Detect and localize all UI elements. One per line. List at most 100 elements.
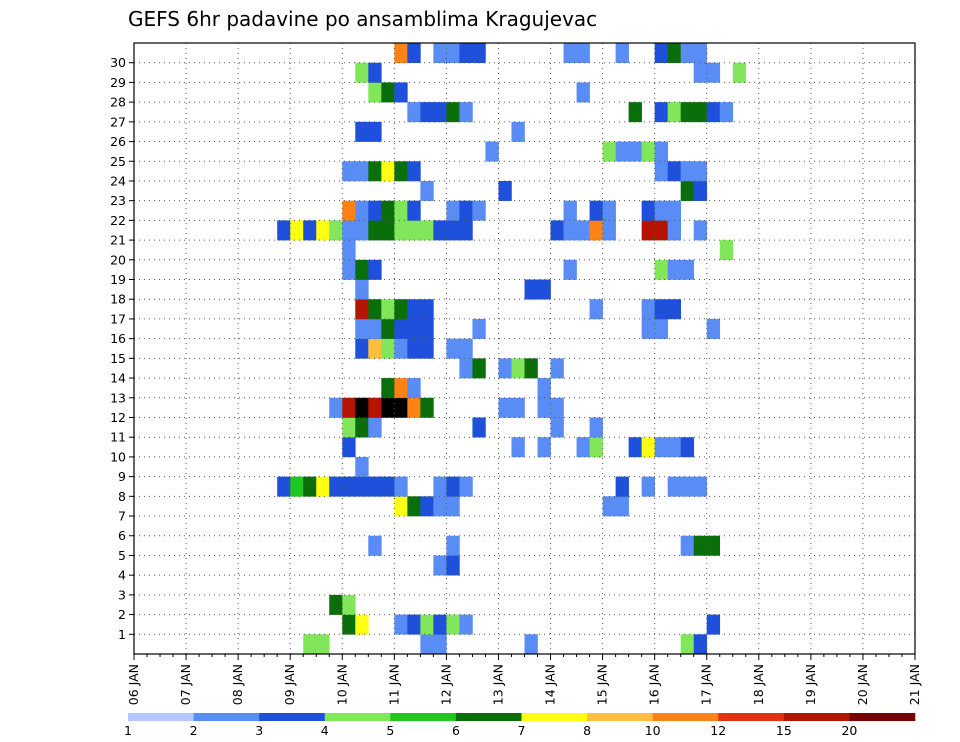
y-tick-label: 23 xyxy=(110,193,126,208)
precip-cell xyxy=(667,200,681,221)
precip-cell xyxy=(563,43,577,64)
precip-cell xyxy=(433,634,447,655)
precip-cell xyxy=(680,634,695,655)
precip-cell xyxy=(693,161,708,182)
precip-cell xyxy=(563,200,577,221)
y-tick-label: 21 xyxy=(110,233,126,248)
precip-cell xyxy=(719,240,734,261)
y-tick-label: 18 xyxy=(110,292,126,307)
precip-cell xyxy=(459,220,473,241)
precip-cell xyxy=(394,299,408,320)
precip-cell xyxy=(407,299,421,320)
precip-cell xyxy=(576,220,590,241)
precip-cell xyxy=(524,358,538,379)
precip-cell xyxy=(355,456,369,477)
x-tick-label: 17 JAN xyxy=(699,664,714,705)
x-tick-label: 13 JAN xyxy=(490,664,505,705)
y-tick-label: 16 xyxy=(110,331,126,346)
precip-cell xyxy=(537,397,551,418)
precip-cell xyxy=(407,200,421,221)
x-tick-label: 09 JAN xyxy=(282,664,297,705)
precip-cell xyxy=(641,141,655,162)
precip-cell xyxy=(706,62,721,83)
precip-cell xyxy=(407,318,421,339)
precip-cell xyxy=(602,220,616,241)
legend-swatch xyxy=(324,713,391,721)
y-tick-label: 24 xyxy=(110,173,126,188)
precip-cell xyxy=(420,496,434,517)
precip-cell xyxy=(680,535,695,556)
precip-cell xyxy=(693,62,708,83)
precip-cell xyxy=(407,338,421,359)
precip-cell xyxy=(355,220,369,241)
precip-cell xyxy=(472,318,486,339)
legend-label: 3 xyxy=(255,723,263,738)
precip-cell xyxy=(355,476,369,497)
precip-cell xyxy=(576,82,590,103)
precip-cell xyxy=(407,220,421,241)
precip-cell xyxy=(472,200,486,221)
precip-cell xyxy=(615,496,629,517)
y-tick-label: 12 xyxy=(110,410,126,425)
precip-cell xyxy=(680,476,695,497)
precip-cell xyxy=(355,62,369,83)
legend-swatch xyxy=(193,713,260,721)
precip-cell xyxy=(368,161,382,182)
y-tick-label: 14 xyxy=(110,371,126,386)
precip-cell xyxy=(316,476,330,497)
precip-cell xyxy=(641,299,655,320)
precip-cell xyxy=(277,220,291,241)
y-tick-label: 11 xyxy=(110,430,126,445)
precip-cell xyxy=(680,180,695,201)
y-tick-label: 15 xyxy=(110,351,126,366)
precip-cell xyxy=(498,397,512,418)
precip-cell xyxy=(342,220,356,241)
precip-cell xyxy=(654,259,668,280)
legend-label: 5 xyxy=(386,723,394,738)
precip-cell xyxy=(407,496,421,517)
legend-swatch xyxy=(783,713,850,721)
precip-cell xyxy=(732,62,747,83)
precip-cell xyxy=(303,634,317,655)
precip-cell xyxy=(394,82,408,103)
precip-cell xyxy=(459,338,473,359)
precip-cell xyxy=(407,378,421,399)
precip-cell xyxy=(342,437,356,458)
x-tick-label: 18 JAN xyxy=(751,664,766,705)
legend-label: 15 xyxy=(776,723,792,738)
precip-cell xyxy=(511,358,525,379)
precip-cell xyxy=(355,161,369,182)
precip-cell xyxy=(446,476,460,497)
precip-cell xyxy=(628,102,642,123)
precip-cell xyxy=(407,102,421,123)
precip-cell xyxy=(628,437,642,458)
precip-cell xyxy=(290,476,304,497)
precip-cell xyxy=(342,200,356,221)
precip-cell xyxy=(381,378,395,399)
precip-cell xyxy=(381,299,395,320)
precip-cell xyxy=(615,43,629,64)
precip-cell xyxy=(459,476,473,497)
y-tick-label: 1 xyxy=(118,627,126,642)
y-tick-label: 2 xyxy=(118,607,126,622)
precip-cell xyxy=(680,437,695,458)
precip-cell xyxy=(342,594,356,615)
x-tick-label: 06 JAN xyxy=(126,664,141,705)
precip-cell xyxy=(394,397,408,418)
precip-cell xyxy=(459,614,473,635)
precip-cell xyxy=(381,476,395,497)
precip-cell xyxy=(550,397,564,418)
precip-cell xyxy=(381,318,395,339)
chart-title: GEFS 6hr padavine po ansamblima Kragujev… xyxy=(128,7,597,31)
precip-cell xyxy=(472,417,486,438)
y-tick-label: 8 xyxy=(118,489,126,504)
precip-cell xyxy=(368,62,382,83)
precip-cell xyxy=(641,318,655,339)
precip-cell xyxy=(654,200,668,221)
precip-cell xyxy=(446,220,460,241)
y-tick-label: 27 xyxy=(110,114,126,129)
y-tick-label: 19 xyxy=(110,272,126,287)
precip-cell xyxy=(706,318,721,339)
precip-cell xyxy=(641,200,655,221)
